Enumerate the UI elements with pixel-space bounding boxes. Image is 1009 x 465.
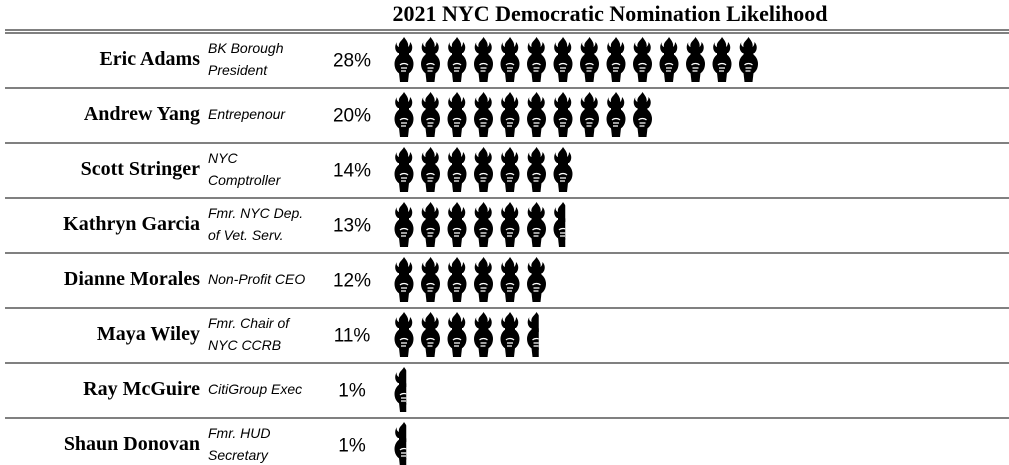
icon-bar	[395, 37, 759, 82]
candidate-description: President	[208, 62, 268, 78]
value-label: 1%	[338, 436, 366, 457]
value-label: 14%	[333, 161, 371, 182]
candidate-description: of Vet. Serv.	[208, 227, 283, 243]
icon-bar	[395, 202, 573, 247]
candidate-name: Andrew Yang	[84, 103, 200, 125]
candidate-name: Ray McGuire	[83, 378, 200, 400]
value-label: 20%	[333, 106, 371, 127]
candidate-name: Shaun Donovan	[64, 433, 200, 455]
candidate-description: Secretary	[208, 447, 269, 463]
candidate-description: Comptroller	[208, 172, 282, 188]
candidate-description: Fmr. NYC Dep.	[208, 205, 303, 221]
candidate-name: Scott Stringer	[81, 158, 201, 180]
icon-bar	[395, 92, 653, 137]
value-label: 28%	[333, 51, 371, 72]
candidate-description: NYC	[208, 150, 238, 166]
icon-bar	[395, 367, 414, 412]
candidate-description: BK Borough	[208, 40, 284, 56]
value-label: 1%	[338, 381, 366, 402]
candidate-name: Dianne Morales	[64, 268, 200, 290]
candidate-description: NYC CCRB	[208, 337, 281, 353]
value-label: 11%	[334, 326, 371, 347]
value-label: 12%	[333, 271, 371, 292]
candidate-name: Maya Wiley	[97, 323, 200, 345]
icon-bar	[395, 312, 547, 357]
candidate-description: Fmr. HUD	[208, 425, 270, 441]
candidate-name: Eric Adams	[99, 48, 200, 70]
icon-bar	[395, 422, 414, 465]
value-label: 13%	[333, 216, 371, 237]
candidate-description: CitiGroup Exec	[208, 381, 302, 397]
candidate-name: Kathryn Garcia	[63, 213, 200, 235]
candidate-description: Non-Profit CEO	[208, 271, 305, 287]
icon-bar	[395, 257, 547, 302]
candidate-description: Fmr. Chair of	[208, 315, 291, 331]
candidate-description: Entrepenour	[208, 106, 286, 122]
chart-title: 2021 NYC Democratic Nomination Likelihoo…	[392, 1, 827, 26]
icon-bar	[395, 147, 573, 192]
